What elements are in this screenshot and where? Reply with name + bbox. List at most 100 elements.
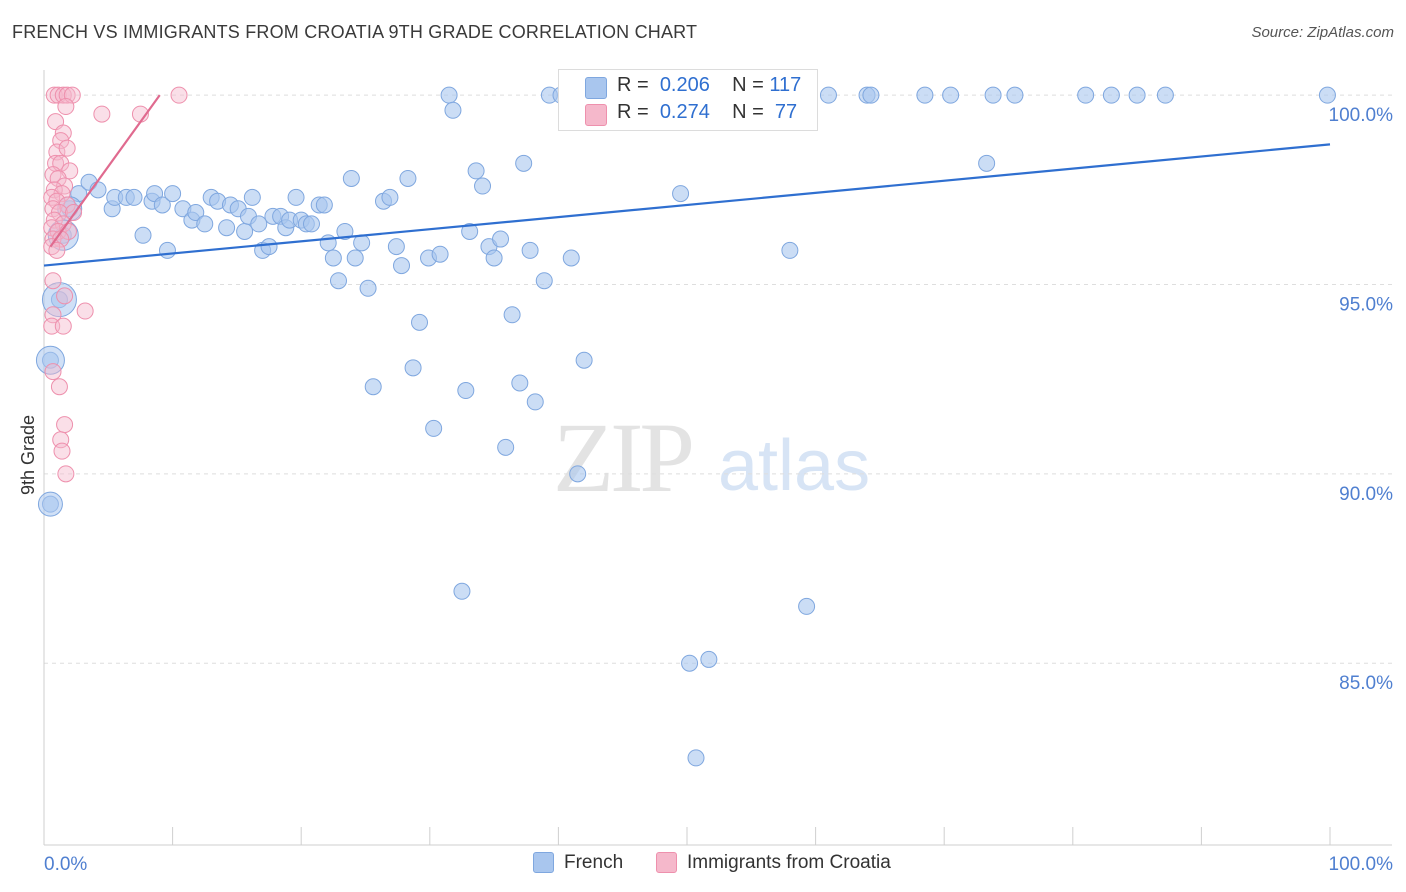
french-point	[218, 219, 236, 237]
legend-swatch-french	[585, 77, 607, 99]
french-point	[302, 215, 320, 233]
french-point	[1006, 86, 1024, 104]
french-point	[672, 185, 690, 203]
french-points	[35, 86, 1336, 767]
legend-row-french: R = 0.206 N = 117	[617, 74, 801, 97]
french-point	[819, 86, 837, 104]
french-point	[236, 222, 254, 240]
french-point	[196, 215, 214, 233]
french-point	[497, 438, 515, 456]
french-point	[453, 582, 471, 600]
french-point	[387, 238, 405, 256]
croatia-swatch	[656, 852, 677, 874]
croatia-point	[76, 302, 94, 320]
croatia-point	[58, 139, 76, 157]
croatia-point	[56, 287, 74, 305]
croatia-point	[45, 86, 63, 104]
french-point	[978, 154, 996, 172]
french-point	[342, 169, 360, 187]
french-point	[404, 359, 422, 377]
french-point	[187, 204, 205, 222]
french-point	[411, 313, 429, 331]
tick-labels: 85.0% 90.0% 95.0% 100.0% 0.0% 100.0% 9th Grade	[18, 105, 1393, 875]
watermark-atlas: atlas	[718, 426, 871, 506]
french-point	[134, 226, 152, 244]
legend-n-value: 77	[774, 101, 798, 123]
french-point	[984, 86, 1002, 104]
french-point	[511, 374, 529, 392]
french-point	[1318, 86, 1336, 104]
y-tick-label: 90.0%	[1339, 484, 1393, 505]
y-tick-label: 100.0%	[1329, 105, 1394, 126]
croatia-point	[56, 416, 74, 434]
chart-title: FRENCH VS IMMIGRANTS FROM CROATIA 9TH GR…	[12, 22, 698, 42]
correlation-legend: R = 0.206 N = 117 R = 0.274 N = 77	[558, 69, 818, 131]
french-point	[1077, 86, 1095, 104]
french-point	[444, 101, 462, 119]
croatia-point	[170, 86, 188, 104]
croatia-point	[44, 272, 62, 290]
french-point	[399, 169, 417, 187]
croatia-point	[44, 363, 62, 381]
legend-r-value: 0.206	[659, 74, 710, 96]
french-point	[681, 654, 699, 672]
croatia-point	[50, 378, 68, 396]
french-swatch	[533, 852, 554, 874]
french-point-large	[37, 491, 63, 517]
y-tick-label: 95.0%	[1339, 295, 1393, 316]
french-point	[158, 241, 176, 259]
croatia-point	[53, 442, 71, 460]
trend-lines	[43, 94, 1331, 267]
french-point	[315, 196, 333, 214]
legend-row-croatia: R = 0.274 N = 77	[617, 101, 797, 124]
legend-r-value: 0.274	[659, 101, 710, 123]
french-point	[526, 393, 544, 411]
french-point	[492, 230, 510, 248]
french-point	[1102, 86, 1120, 104]
french-point	[798, 597, 816, 615]
french-point	[243, 188, 261, 206]
french-point	[1156, 86, 1174, 104]
croatia-trend-line	[49, 94, 161, 248]
french-point	[575, 351, 593, 369]
french-point	[336, 222, 354, 240]
french-point	[916, 86, 934, 104]
french-point	[250, 215, 268, 233]
croatia-point	[48, 192, 66, 210]
french-point	[687, 749, 705, 767]
french-trend-line	[43, 143, 1331, 267]
y-axis-title: 9th Grade	[18, 415, 38, 495]
french-point	[942, 86, 960, 104]
bottom-legend-french: French	[533, 852, 623, 878]
french-point	[467, 162, 485, 180]
french-point	[260, 238, 278, 256]
french-point	[1128, 86, 1146, 104]
croatia-point	[54, 86, 72, 104]
croatia-point	[93, 105, 111, 123]
french-point	[364, 378, 382, 396]
french-point	[164, 185, 182, 203]
french-point	[461, 222, 479, 240]
legend-n-value: 117	[769, 74, 802, 96]
french-point	[700, 650, 718, 668]
french-point	[359, 279, 377, 297]
bottom-legend-croatia: Immigrants from Croatia	[656, 852, 891, 878]
french-point	[474, 177, 492, 195]
french-point	[515, 154, 533, 172]
french-point	[862, 86, 880, 104]
french-point	[535, 272, 553, 290]
gridlines	[44, 94, 1392, 664]
french-point	[503, 306, 521, 324]
watermark-zip: ZIP	[553, 402, 695, 513]
french-point	[457, 382, 475, 400]
french-point	[431, 245, 449, 263]
french-point-large	[35, 345, 65, 375]
croatia-point	[57, 98, 75, 116]
croatia-point	[54, 317, 72, 335]
french-point	[329, 272, 347, 290]
french-point	[393, 257, 411, 275]
legend-swatch-croatia	[585, 104, 607, 126]
french-point	[562, 249, 580, 267]
y-tick-label: 85.0%	[1339, 673, 1393, 694]
